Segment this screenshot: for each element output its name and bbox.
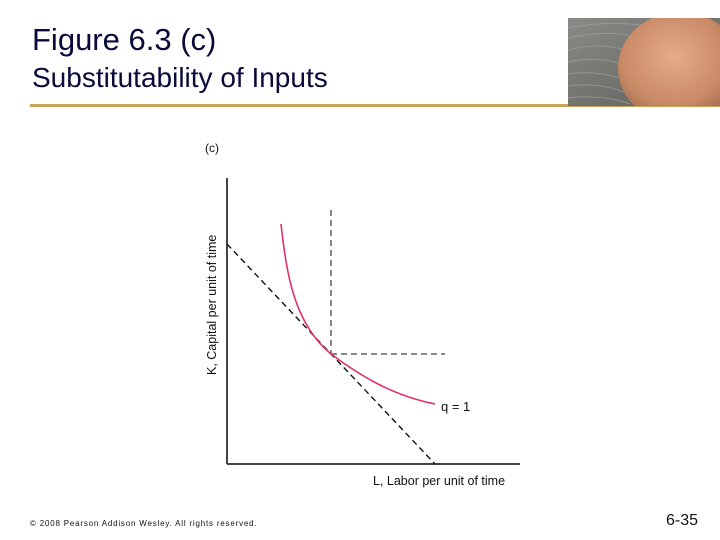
slide-title: Figure 6.3 (c) bbox=[32, 22, 217, 57]
isoquant-label: q = 1 bbox=[441, 399, 470, 414]
panel-label: (c) bbox=[205, 141, 219, 155]
y-axis-label: K, Capital per unit of time bbox=[205, 235, 219, 375]
copyright-notice: © 2008 Pearson Addison Wesley. All right… bbox=[30, 519, 258, 528]
decorative-stone-photo bbox=[568, 18, 720, 106]
isoquant-curve bbox=[280, 223, 436, 405]
page-number: 6-35 bbox=[666, 512, 699, 529]
slide-subtitle: Substitutability of Inputs bbox=[32, 62, 328, 93]
isoquant-figure: (c) K, Capital per unit of time q = 1 L,… bbox=[195, 128, 530, 493]
x-axis-label: L, Labor per unit of time bbox=[373, 474, 505, 488]
title-divider bbox=[30, 104, 720, 107]
